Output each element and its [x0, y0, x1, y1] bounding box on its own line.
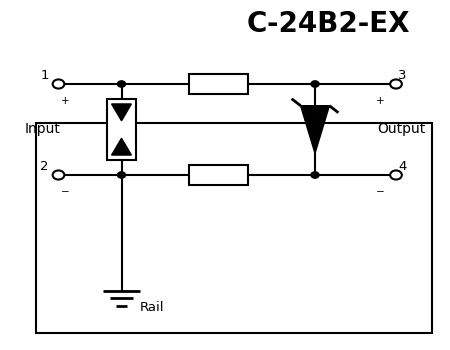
Bar — [36, 122, 432, 332]
Text: −: − — [61, 187, 69, 197]
Polygon shape — [112, 104, 131, 121]
Text: +: + — [61, 96, 69, 106]
Text: 1: 1 — [40, 69, 49, 82]
Polygon shape — [301, 106, 329, 153]
Text: Input: Input — [25, 122, 61, 136]
Circle shape — [311, 81, 319, 87]
Text: Rail: Rail — [140, 301, 164, 314]
Text: C-24B2-EX: C-24B2-EX — [247, 10, 410, 38]
Text: 4: 4 — [398, 160, 407, 173]
Text: −: − — [376, 187, 385, 197]
Text: +: + — [376, 96, 385, 106]
Circle shape — [117, 81, 126, 87]
Text: 3: 3 — [398, 69, 407, 82]
Circle shape — [311, 172, 319, 178]
Bar — [107, 99, 136, 160]
Polygon shape — [112, 138, 131, 155]
Bar — [189, 75, 248, 93]
Circle shape — [117, 172, 126, 178]
Bar — [189, 166, 248, 185]
Text: Output: Output — [377, 122, 425, 136]
Text: 2: 2 — [40, 160, 49, 173]
